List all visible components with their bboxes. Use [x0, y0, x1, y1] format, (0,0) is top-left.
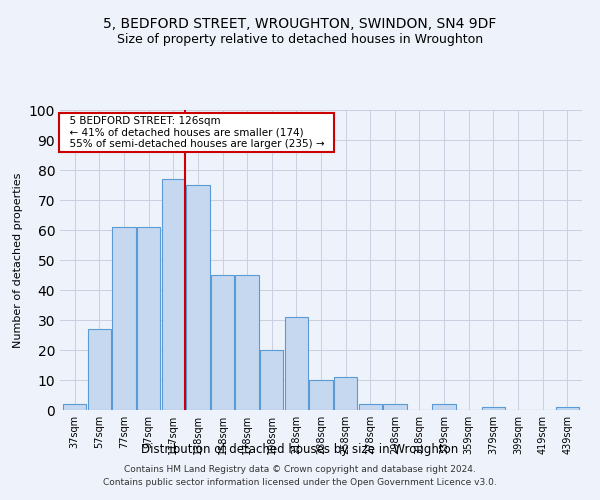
- Bar: [433, 404, 456, 410]
- Text: Contains HM Land Registry data © Crown copyright and database right 2024.: Contains HM Land Registry data © Crown c…: [124, 466, 476, 474]
- Text: Contains public sector information licensed under the Open Government Licence v3: Contains public sector information licen…: [103, 478, 497, 487]
- Text: 5 BEDFORD STREET: 126sqm  
  ← 41% of detached houses are smaller (174)  
  55% : 5 BEDFORD STREET: 126sqm ← 41% of detach…: [62, 116, 331, 149]
- Bar: [112, 227, 136, 410]
- Bar: [310, 380, 332, 410]
- Bar: [482, 407, 505, 410]
- Bar: [284, 317, 308, 410]
- Text: 5, BEDFORD STREET, WROUGHTON, SWINDON, SN4 9DF: 5, BEDFORD STREET, WROUGHTON, SWINDON, S…: [103, 18, 497, 32]
- Bar: [334, 377, 358, 410]
- Bar: [359, 404, 382, 410]
- Bar: [88, 329, 111, 410]
- Bar: [186, 185, 209, 410]
- Bar: [63, 404, 86, 410]
- Y-axis label: Number of detached properties: Number of detached properties: [13, 172, 23, 348]
- Bar: [383, 404, 407, 410]
- Bar: [137, 227, 160, 410]
- Bar: [556, 407, 579, 410]
- Bar: [235, 275, 259, 410]
- Bar: [161, 179, 185, 410]
- Bar: [211, 275, 234, 410]
- Text: Size of property relative to detached houses in Wroughton: Size of property relative to detached ho…: [117, 32, 483, 46]
- Bar: [260, 350, 283, 410]
- Text: Distribution of detached houses by size in Wroughton: Distribution of detached houses by size …: [142, 442, 458, 456]
